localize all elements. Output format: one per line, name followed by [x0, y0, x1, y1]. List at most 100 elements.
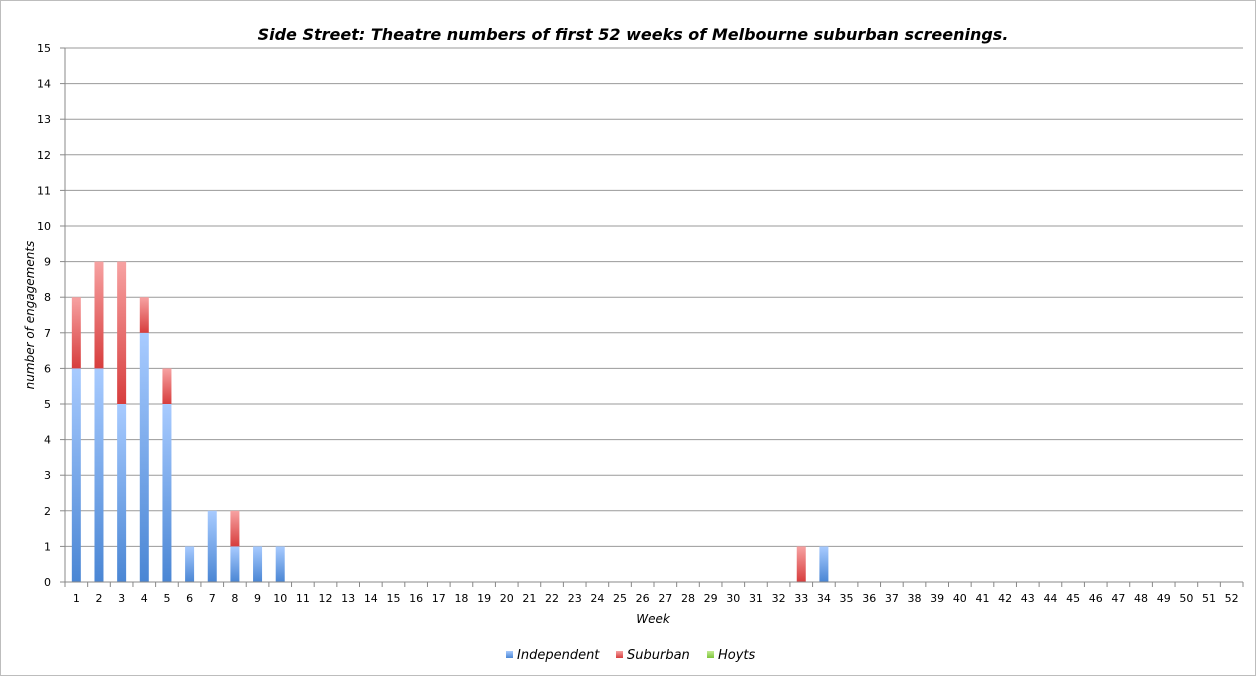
bar-independent-week-6 — [185, 546, 195, 582]
x-tick-label: 47 — [1111, 592, 1125, 605]
legend: Independent Suburban Hoyts — [506, 648, 756, 663]
x-tick-label: 4 — [141, 592, 148, 605]
y-tick-label: 3 — [44, 469, 51, 482]
bar-suburban-week-33 — [796, 546, 806, 582]
bar-suburban-week-3 — [117, 261, 127, 404]
bars — [71, 261, 829, 582]
x-tick-label: 21 — [522, 592, 536, 605]
y-tick-label: 15 — [37, 42, 51, 55]
x-tick-label: 19 — [477, 592, 491, 605]
x-tick-label: 15 — [386, 592, 400, 605]
x-tick-label: 10 — [273, 592, 287, 605]
x-tick-label: 30 — [726, 592, 740, 605]
y-tick-label: 0 — [44, 576, 51, 589]
legend-swatch-independent — [506, 651, 513, 658]
x-tick-label: 25 — [613, 592, 627, 605]
bar-suburban-week-4 — [139, 297, 149, 333]
x-tick-label: 3 — [118, 592, 125, 605]
y-tick-label: 10 — [37, 220, 51, 233]
x-tick-label: 50 — [1179, 592, 1193, 605]
bar-independent-week-10 — [275, 546, 285, 582]
x-tick-label: 5 — [163, 592, 170, 605]
x-tick-label: 39 — [930, 592, 944, 605]
x-tick-label: 24 — [590, 592, 604, 605]
legend-swatch-suburban — [616, 651, 623, 658]
x-tick-label: 17 — [432, 592, 446, 605]
x-tick-label: 38 — [908, 592, 922, 605]
x-tick-label: 45 — [1066, 592, 1080, 605]
y-tick-label: 4 — [44, 434, 51, 447]
x-tick-label: 16 — [409, 592, 423, 605]
y-tick-label: 6 — [44, 362, 51, 375]
x-tick-label: 11 — [296, 592, 310, 605]
x-tick-label: 51 — [1202, 592, 1216, 605]
x-tick-label: 42 — [998, 592, 1012, 605]
x-tick-label: 44 — [1043, 592, 1057, 605]
x-tick-label: 14 — [364, 592, 378, 605]
y-axis-label: number of engagements — [23, 241, 37, 390]
x-tick-label: 18 — [454, 592, 468, 605]
x-tick-label: 20 — [500, 592, 514, 605]
x-tick-label: 6 — [186, 592, 193, 605]
y-tick-label: 12 — [37, 149, 51, 162]
x-axis-ticks: 1 2 3 4 5 6 7 8 9 10 11 12 13 14 15 16 17 18 19 20 21 22 23 24 2… — [64, 582, 1244, 605]
y-tick-label: 7 — [44, 327, 51, 340]
x-tick-label: 8 — [231, 592, 238, 605]
x-tick-label: 23 — [568, 592, 582, 605]
y-tick-label: 9 — [44, 256, 51, 269]
bar-independent-week-3 — [117, 404, 127, 582]
x-tick-label: 28 — [681, 592, 695, 605]
x-tick-label: 37 — [885, 592, 899, 605]
y-tick-label: 13 — [37, 113, 51, 126]
bar-independent-week-5 — [162, 404, 172, 582]
x-tick-label: 31 — [749, 592, 763, 605]
x-tick-label: 2 — [95, 592, 102, 605]
bar-independent-week-8 — [230, 546, 240, 582]
x-tick-label: 43 — [1021, 592, 1035, 605]
legend-label-suburban: Suburban — [627, 648, 690, 663]
bar-independent-week-34 — [819, 546, 829, 582]
legend-label-hoyts: Hoyts — [718, 648, 756, 663]
bar-independent-week-4 — [139, 332, 149, 582]
y-tick-label: 14 — [37, 78, 51, 91]
x-tick-label: 26 — [636, 592, 650, 605]
x-tick-label: 27 — [658, 592, 672, 605]
y-tick-label: 8 — [44, 291, 51, 304]
bar-suburban-week-1 — [71, 297, 81, 369]
y-tick-label: 2 — [44, 505, 51, 518]
x-tick-label: 36 — [862, 592, 876, 605]
x-tick-label: 13 — [341, 592, 355, 605]
x-axis — [64, 48, 1243, 583]
bar-independent-week-2 — [94, 368, 104, 582]
x-tick-label: 35 — [840, 592, 854, 605]
bar-suburban-week-5 — [162, 368, 172, 404]
x-tick-label: 1 — [73, 592, 80, 605]
bar-independent-week-1 — [71, 368, 81, 582]
bar-suburban-week-8 — [230, 510, 240, 547]
x-tick-label: 49 — [1157, 592, 1171, 605]
gridlines — [65, 47, 1243, 583]
bar-independent-week-7 — [207, 510, 217, 582]
bar-suburban-week-2 — [94, 261, 104, 369]
x-tick-label: 12 — [319, 592, 333, 605]
chart-title: Side Street: Theatre numbers of first 52… — [258, 25, 1009, 44]
legend-label-independent: Independent — [517, 648, 600, 663]
x-tick-label: 34 — [817, 592, 831, 605]
x-tick-label: 29 — [704, 592, 718, 605]
legend-swatch-hoyts — [707, 651, 714, 658]
y-tick-label: 11 — [37, 184, 51, 197]
x-tick-label: 9 — [254, 592, 261, 605]
x-tick-label: 52 — [1225, 592, 1239, 605]
x-tick-label: 40 — [953, 592, 967, 605]
x-tick-label: 32 — [772, 592, 786, 605]
x-tick-label: 41 — [975, 592, 989, 605]
y-tick-label: 5 — [44, 398, 51, 411]
y-tick-label: 1 — [44, 540, 51, 553]
x-tick-label: 33 — [794, 592, 808, 605]
x-tick-label: 48 — [1134, 592, 1148, 605]
bar-independent-week-9 — [253, 546, 263, 582]
x-tick-label: 46 — [1089, 592, 1103, 605]
